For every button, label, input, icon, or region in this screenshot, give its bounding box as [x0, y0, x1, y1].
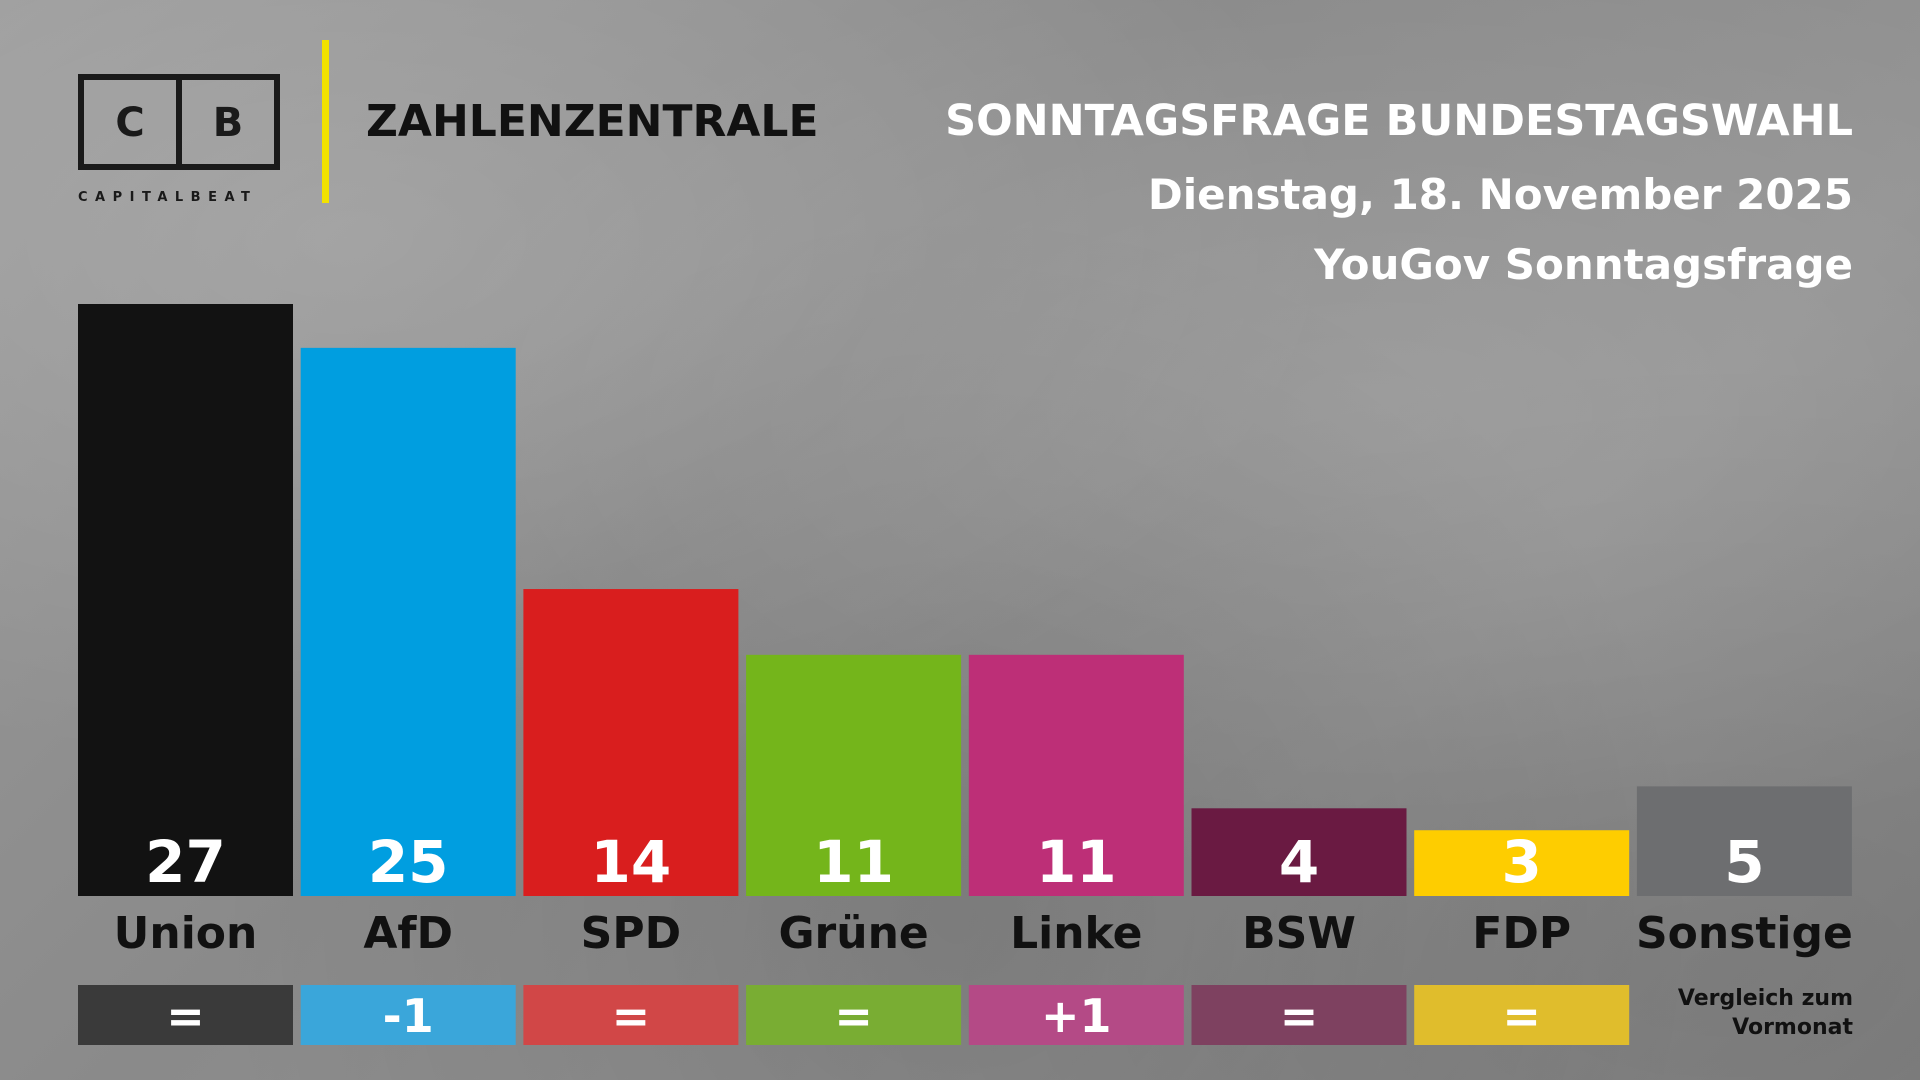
change-label-union: = — [166, 989, 205, 1043]
bar-spd — [523, 589, 739, 896]
bar-sonstige — [1636, 786, 1852, 896]
change-box-bsw — [1191, 985, 1407, 1045]
bar-afd — [300, 347, 516, 897]
logo-letter-b: B — [213, 100, 244, 146]
bar-grüne — [746, 654, 962, 896]
value-label-linke: 11 — [1036, 828, 1117, 896]
bar-union — [78, 304, 293, 896]
brand-name: ZAHLENZENTRALE — [366, 96, 819, 147]
value-label-afd: 25 — [368, 828, 449, 896]
poll-source: YouGov Sonntagsfrage — [1314, 240, 1853, 289]
value-label-union: 27 — [145, 828, 226, 896]
party-label-afd: AfD — [363, 908, 453, 959]
party-label-bsw: BSW — [1242, 908, 1356, 959]
value-label-spd: 14 — [591, 828, 672, 896]
change-label-grüne: = — [834, 989, 873, 1043]
page-title: SONNTAGSFRAGE BUNDESTAGSWAHL — [945, 96, 1853, 146]
change-box-linke — [968, 985, 1184, 1045]
bar-linke — [968, 654, 1184, 896]
change-box-afd — [300, 985, 516, 1045]
bar-bsw — [1191, 808, 1407, 896]
capitalbeat-logo: C B — [78, 74, 280, 170]
party-label-union: Union — [114, 908, 258, 959]
change-label-spd: = — [612, 989, 651, 1043]
change-label-fdp: = — [1502, 989, 1541, 1043]
value-label-sonstige: 5 — [1724, 828, 1764, 896]
poll-date: Dienstag, 18. November 2025 — [1147, 170, 1853, 219]
party-label-grüne: Grüne — [778, 908, 928, 959]
change-box-fdp — [1414, 985, 1630, 1045]
change-box-grüne — [746, 985, 962, 1045]
party-label-sonstige: Sonstige — [1636, 908, 1853, 959]
value-label-fdp: 3 — [1502, 828, 1542, 896]
party-label-fdp: FDP — [1472, 908, 1571, 959]
change-box-union — [78, 985, 293, 1045]
change-label-linke: +1 — [1041, 989, 1112, 1043]
bar-fdp — [1414, 830, 1630, 896]
logo-letter-c: C — [115, 100, 144, 146]
party-label-linke: Linke — [1010, 908, 1142, 959]
logo-wordmark: CAPITALBEAT — [78, 190, 258, 205]
header-divider — [322, 40, 329, 203]
change-label-afd: -1 — [383, 989, 434, 1043]
value-label-grüne: 11 — [813, 828, 894, 896]
change-box-spd — [523, 985, 739, 1045]
change-note: Vergleich zum Vormonat — [1677, 986, 1853, 1040]
value-label-bsw: 4 — [1279, 828, 1319, 896]
change-label-bsw: = — [1280, 989, 1319, 1043]
party-label-spd: SPD — [581, 908, 681, 959]
